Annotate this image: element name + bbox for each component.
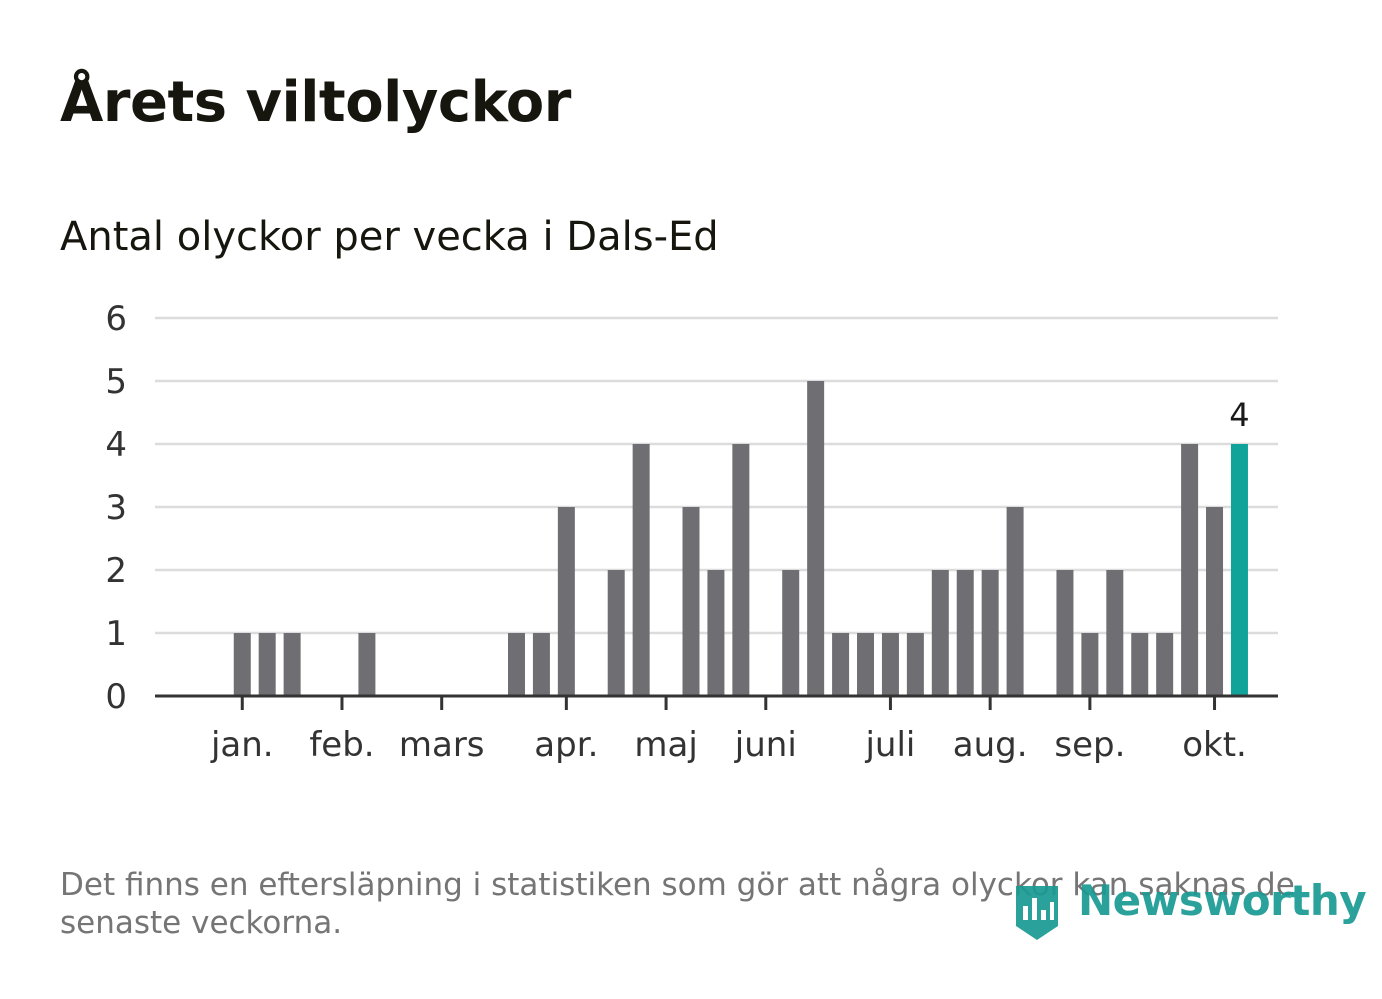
bar-highlight-week-43 xyxy=(1230,444,1248,696)
bars xyxy=(233,381,1248,696)
x-tick-label-mars: mars xyxy=(399,725,485,765)
bar-week-3 xyxy=(233,633,251,696)
x-tick-label-sep: sep. xyxy=(1054,725,1125,765)
bar-week-37 xyxy=(1081,633,1099,696)
bar-week-33 xyxy=(981,570,999,696)
bar-week-36 xyxy=(1056,570,1074,696)
newsworthy-logo-icon xyxy=(1016,886,1058,940)
data-labels: 4 xyxy=(1229,396,1249,434)
x-tick-label-okt: okt. xyxy=(1182,725,1247,765)
bar-chart: 0 1 2 3 4 5 6 jan. feb. mars apr. maj juni juli aug. s… xyxy=(105,299,1278,765)
bar-week-21 xyxy=(682,507,700,696)
bar-week-41 xyxy=(1181,444,1199,696)
footnote: Det finns en eftersläpning i statistiken… xyxy=(60,867,1295,941)
bar-week-26 xyxy=(807,381,825,696)
bar-week-42 xyxy=(1206,507,1224,696)
bar-week-23 xyxy=(732,444,750,696)
chart-title: Årets viltolyckor xyxy=(60,70,571,135)
newsworthy-logo: Newsworthy xyxy=(1012,876,1367,946)
highlight-value-label: 4 xyxy=(1229,396,1249,434)
x-axis xyxy=(155,694,1278,710)
x-axis-labels: jan. feb. mars apr. maj juni juli aug. sep. okt. xyxy=(210,725,1247,765)
bar-week-4 xyxy=(258,633,276,696)
bar-week-19 xyxy=(632,444,650,696)
y-axis-labels: 0 1 2 3 4 5 6 xyxy=(105,299,127,717)
y-tick-label: 1 xyxy=(105,614,127,654)
bar-week-40 xyxy=(1156,633,1174,696)
chart-subtitle: Antal olyckor per vecka i Dals-Ed xyxy=(60,214,719,260)
y-tick-label: 6 xyxy=(105,299,127,339)
bar-week-31 xyxy=(931,570,949,696)
x-tick-label-feb: feb. xyxy=(309,725,374,765)
y-tick-label: 2 xyxy=(105,551,127,591)
x-tick-label-jan: jan. xyxy=(210,725,274,765)
bar-week-16 xyxy=(557,507,575,696)
bar-week-14 xyxy=(507,633,525,696)
bar-week-29 xyxy=(881,633,899,696)
y-tick-label: 4 xyxy=(105,425,127,465)
x-tick-label-juni: juni xyxy=(734,725,797,765)
x-tick-label-aug: aug. xyxy=(953,725,1028,765)
bar-week-39 xyxy=(1131,633,1149,696)
bar-week-15 xyxy=(532,633,550,696)
bar-week-34 xyxy=(1006,507,1024,696)
bar-week-32 xyxy=(956,570,974,696)
x-tick-label-maj: maj xyxy=(634,725,697,765)
bar-week-25 xyxy=(782,570,800,696)
bar-week-8 xyxy=(358,633,376,696)
bar-week-38 xyxy=(1106,570,1124,696)
newsworthy-logo-text: Newsworthy xyxy=(1078,876,1367,925)
bar-week-5 xyxy=(283,633,301,696)
x-tick-label-juli: juli xyxy=(864,725,915,765)
bar-week-27 xyxy=(832,633,850,696)
y-tick-label: 0 xyxy=(105,677,127,717)
bar-week-30 xyxy=(906,633,924,696)
x-tick-label-apr: apr. xyxy=(534,725,598,765)
bar-week-22 xyxy=(707,570,725,696)
y-tick-label: 3 xyxy=(105,488,127,528)
y-tick-label: 5 xyxy=(105,362,127,402)
bar-week-18 xyxy=(607,570,625,696)
bar-week-28 xyxy=(857,633,875,696)
